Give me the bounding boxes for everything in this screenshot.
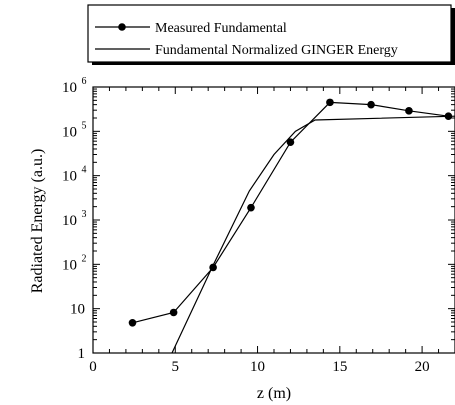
- legend-label-measured: Measured Fundamental: [155, 21, 287, 36]
- x-tick-label: 10: [250, 359, 265, 375]
- legend: Measured Fundamental Fundamental Normali…: [87, 4, 455, 65]
- x-axis-label: z (m): [257, 385, 291, 402]
- data-point: [405, 107, 413, 115]
- y-tick-label: 10: [62, 169, 77, 185]
- y-tick-label: 1: [78, 346, 86, 362]
- series-ginger: [171, 115, 455, 354]
- y-tick-label: 10: [62, 257, 77, 273]
- y-tick-label: 10: [62, 213, 77, 229]
- y-axis-label: Radiated Energy (a.u.): [29, 149, 46, 294]
- y-axis-ticks: 1 10 10 2 10 3 10 4 10 5 10 6: [62, 76, 455, 362]
- data-point: [326, 98, 334, 107]
- legend-box: [87, 4, 452, 63]
- x-axis-ticks: 0 5 10 15 20: [89, 87, 440, 375]
- data-point: [444, 112, 453, 120]
- y-tick-exponent: 3: [82, 209, 87, 220]
- data-point: [247, 203, 255, 212]
- series-line: [171, 115, 455, 354]
- x-tick-label: 5: [172, 359, 180, 375]
- plot-frame: [92, 86, 455, 354]
- data-point: [286, 138, 295, 146]
- legend-marker-measured: [118, 23, 126, 31]
- y-tick-label: 10: [62, 124, 77, 140]
- x-tick-label: 0: [89, 359, 97, 375]
- legend-label-ginger: Fundamental Normalized GINGER Energy: [155, 43, 398, 58]
- y-tick-exponent: 6: [82, 76, 87, 87]
- data-point: [128, 318, 137, 327]
- series-line: [132, 101, 449, 324]
- y-tick-exponent: 4: [82, 165, 87, 176]
- data-point: [169, 308, 178, 317]
- y-tick-label: 10: [62, 80, 77, 96]
- x-tick-label: 15: [332, 359, 347, 375]
- series-measured: [128, 98, 453, 327]
- data-point: [209, 263, 217, 272]
- data-point: [367, 100, 375, 109]
- y-tick-exponent: 2: [82, 253, 87, 264]
- y-tick-label: 10: [70, 302, 85, 318]
- x-tick-label: 20: [415, 359, 430, 375]
- y-tick-exponent: 5: [82, 120, 87, 131]
